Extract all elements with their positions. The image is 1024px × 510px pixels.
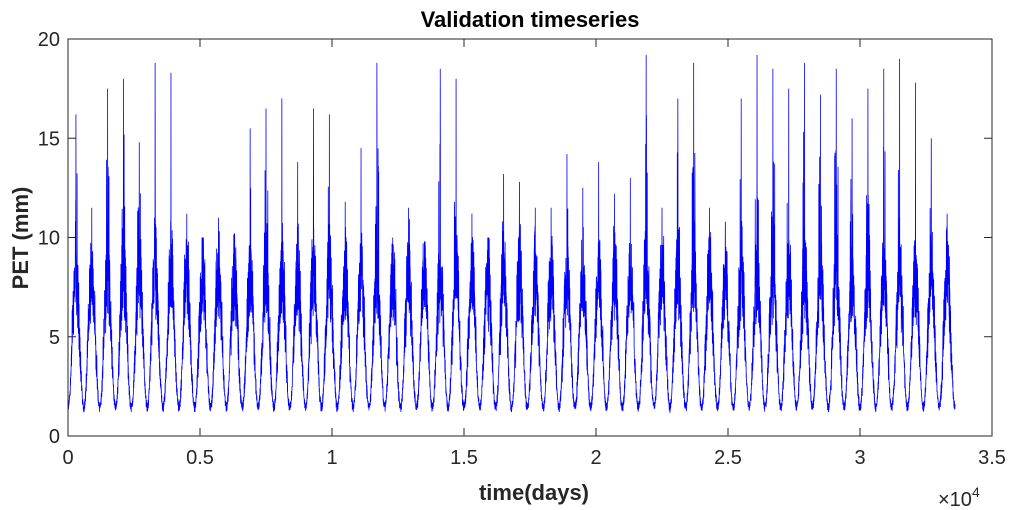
x-axis-title: time(days): [479, 480, 589, 505]
plot-frame: [67, 38, 993, 437]
x-axis-multiplier-base: ×10: [938, 489, 972, 510]
chart-title: Validation timeseries: [421, 7, 640, 32]
x-tick-label-3: 1.5: [450, 447, 478, 469]
x-tick-label-5: 2.5: [714, 447, 742, 469]
x-tick-label-6: 3: [854, 447, 865, 469]
x-tick-label-0: 0: [62, 447, 73, 469]
x-tick-label-4: 2: [590, 447, 601, 469]
x-tick-label-2: 1: [326, 447, 337, 469]
x-axis-multiplier: ×104: [938, 484, 980, 510]
y-tick-label-2: 10: [38, 228, 60, 250]
x-axis-multiplier-exponent: 4: [972, 484, 980, 500]
y-tick-label-4: 20: [38, 29, 60, 51]
x-tick-label-7: 3.5: [978, 447, 1006, 469]
y-tick-label-1: 5: [49, 327, 60, 349]
y-axis-title: PET (mm): [8, 187, 33, 290]
y-axis-ticks: 0 5 10 15 20: [38, 29, 992, 448]
y-tick-label-0: 0: [49, 426, 60, 448]
y-tick-label-3: 15: [38, 128, 60, 150]
x-tick-label-1: 0.5: [186, 447, 214, 469]
x-axis-ticks: 0 0.5 1 1.5 2 2.5 3 3.5: [62, 39, 1006, 469]
series-line: [67, 54, 956, 414]
